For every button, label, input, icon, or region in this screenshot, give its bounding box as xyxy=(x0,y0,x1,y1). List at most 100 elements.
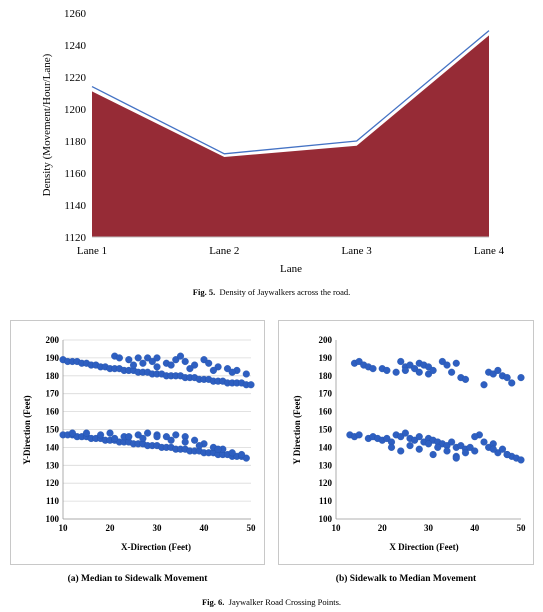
x-axis-label: Lane xyxy=(280,263,302,275)
scatter-point xyxy=(205,359,213,367)
scatter-point xyxy=(443,361,451,369)
scatter-point xyxy=(125,433,133,441)
y-tick-label: 1180 xyxy=(64,136,86,148)
y-tick-label: 190 xyxy=(46,353,60,363)
scatter-point xyxy=(494,366,502,374)
scatter-point xyxy=(228,368,236,376)
x-tick-label: 20 xyxy=(378,523,388,533)
y-tick-label: 110 xyxy=(319,496,333,506)
y-tick-label: 1120 xyxy=(64,232,86,244)
x-tick-label: Lane 1 xyxy=(77,245,107,257)
scatter-panel-a: 100 110 120 130 140 150 160 170 180 190 200 10 20 30 4… xyxy=(22,335,256,552)
scatter-point xyxy=(480,381,488,389)
scatter-point xyxy=(415,433,423,441)
scatter-point xyxy=(139,434,147,442)
y-tick-label: 150 xyxy=(319,425,333,435)
scatter-point xyxy=(111,434,119,442)
panel-b-x-axis-label: X Direction (Feet) xyxy=(389,542,458,552)
y-tick-label: 160 xyxy=(46,407,60,417)
y-tick-label: 110 xyxy=(46,496,60,506)
y-tick-label: 140 xyxy=(46,442,60,452)
y-tick-label: 130 xyxy=(46,460,60,470)
x-tick-label: Lane 4 xyxy=(474,245,505,257)
scatter-point xyxy=(424,440,433,448)
scatter-point xyxy=(134,354,142,362)
scatter-point xyxy=(397,447,405,455)
y-tick-label: 190 xyxy=(319,353,333,363)
y-tick-label: 100 xyxy=(319,514,333,524)
scatter-point xyxy=(247,381,255,389)
scatter-point xyxy=(452,454,460,462)
panel-a-subcaption: (a) Median to Sidewalk Movement xyxy=(67,574,208,584)
y-tick-label: 1240 xyxy=(64,40,87,52)
x-tick-label: 50 xyxy=(517,523,527,533)
y-tick-label: 180 xyxy=(46,371,60,381)
scatter-point xyxy=(508,379,516,387)
scatter-point xyxy=(461,449,470,457)
y-tick-label: 170 xyxy=(46,389,60,399)
x-tick-label: Lane 2 xyxy=(209,245,239,257)
y-tick-label: 180 xyxy=(319,371,333,381)
panel-b-frame xyxy=(278,320,534,565)
scatter-point xyxy=(517,456,525,464)
scatter-point xyxy=(82,429,91,437)
y-tick-label: 1160 xyxy=(64,168,86,180)
scatter-point xyxy=(209,366,217,374)
scatter-point xyxy=(153,433,161,441)
scatter-point xyxy=(242,370,250,378)
figure-5-caption-label: Fig. 5. xyxy=(192,287,216,297)
scatter-point xyxy=(471,447,479,455)
scatter-point xyxy=(186,365,194,373)
figure-6-caption: Fig. 6. Jaywalker Road Crossing Points. xyxy=(0,597,543,607)
scatter-point xyxy=(452,359,460,367)
density-area-chart: 1120 1140 1160 1180 1200 1220 1240 1260 Lane 1 L… xyxy=(41,8,505,275)
y-tick-label: 170 xyxy=(319,389,333,399)
scatter-point xyxy=(517,374,525,382)
scatter-point xyxy=(68,429,76,437)
y-tick-label: 1220 xyxy=(64,72,87,84)
scatter-point xyxy=(415,368,423,376)
scatter-point xyxy=(443,447,451,455)
scatter-point xyxy=(498,445,507,453)
scatter-point xyxy=(172,431,180,439)
scatter-point xyxy=(429,451,437,459)
y-tick-label: 160 xyxy=(319,407,333,417)
scatter-panel-b: 100 110 120 130 140 150 160 170 180 190 200 10 20 30 4… xyxy=(292,335,527,552)
scatter-point xyxy=(115,354,123,362)
y-tick-label: 140 xyxy=(319,442,333,452)
scatter-point xyxy=(106,429,114,437)
scatter-point xyxy=(369,365,377,373)
x-tick-label: 20 xyxy=(106,523,116,533)
scatter-point xyxy=(397,357,405,366)
scatter-point xyxy=(129,361,138,369)
figure-6-caption-text: Jaywalker Road Crossing Points. xyxy=(228,597,342,607)
scatter-point xyxy=(214,445,222,453)
scatter-point xyxy=(406,442,414,450)
scatter-point xyxy=(97,431,105,439)
y-tick-label: 100 xyxy=(46,514,60,524)
y-tick-label: 1200 xyxy=(64,104,87,116)
scatter-point xyxy=(401,429,409,437)
scatter-point xyxy=(167,436,175,444)
y-tick-label: 200 xyxy=(46,335,60,345)
scatter-point xyxy=(139,359,147,367)
scatter-point xyxy=(392,368,400,376)
scatter-point xyxy=(401,366,409,374)
y-tick-label: 1140 xyxy=(64,200,86,212)
scatter-point xyxy=(144,429,152,437)
scatter-point xyxy=(429,366,437,374)
scatter-point xyxy=(181,357,189,366)
x-tick-label: Lane 3 xyxy=(342,245,373,257)
x-tick-label: 30 xyxy=(153,523,163,533)
panel-a-x-axis-label: X-Direction (Feet) xyxy=(121,542,191,552)
y-tick-label: 150 xyxy=(46,425,60,435)
panel-b-subcaption: (b) Sidewalk to Median Movement xyxy=(335,574,477,584)
scatter-point xyxy=(167,361,175,369)
panel-b-y-axis-label: Y Direction (Feet) xyxy=(292,396,302,465)
scatter-point xyxy=(480,438,488,446)
scatter-point xyxy=(195,442,203,450)
density-area-series xyxy=(92,35,489,238)
scatter-point xyxy=(461,375,470,383)
scatter-point xyxy=(489,445,497,453)
scatter-point xyxy=(181,438,189,446)
